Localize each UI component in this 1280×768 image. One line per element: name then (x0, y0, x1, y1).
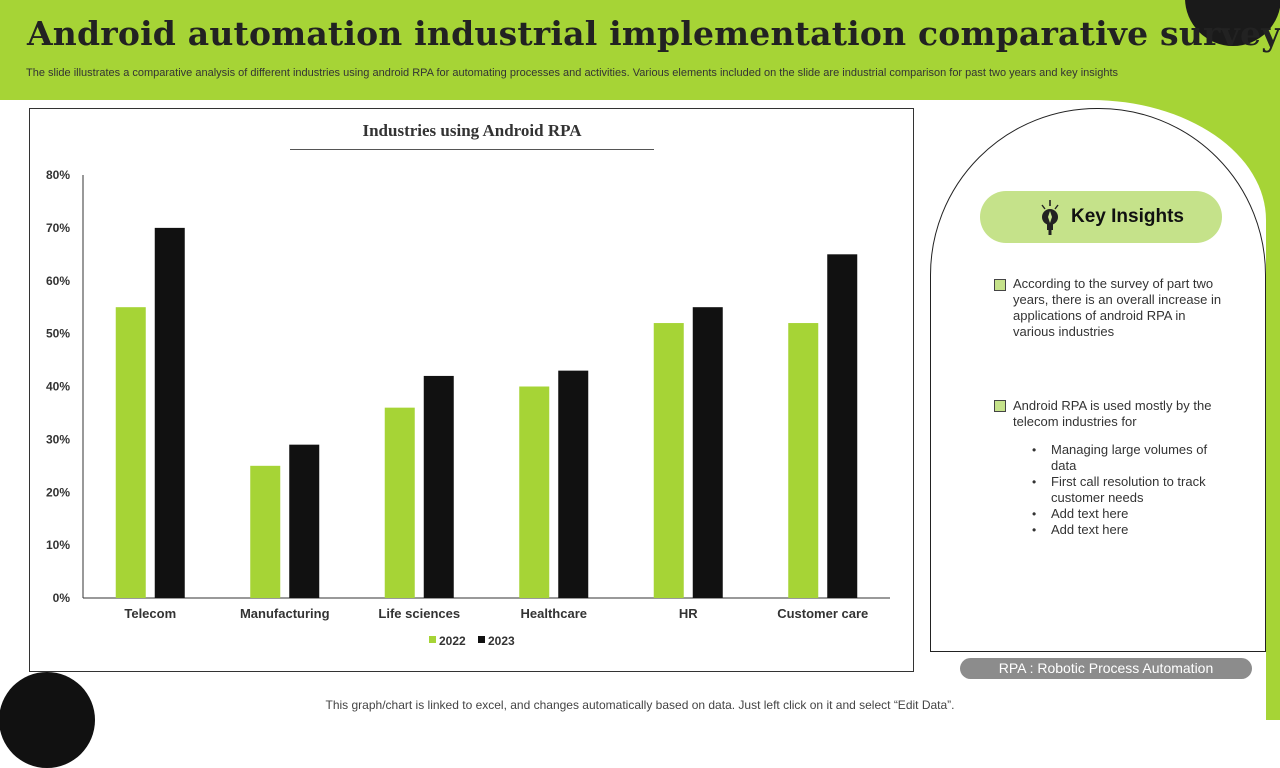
list-item: Add text here (1032, 506, 1222, 522)
x-tick-label: HR (679, 606, 698, 621)
y-tick-label: 60% (46, 274, 70, 288)
bar-2022-customer-care[interactable] (788, 323, 819, 598)
y-tick-label: 40% (46, 380, 70, 394)
insight-point-1: According to the survey of part two year… (1013, 276, 1222, 339)
key-insights-title: Key Insights (1071, 206, 1184, 227)
x-tick-label: Life sciences (378, 606, 460, 621)
page-subtitle: The slide illustrates a comparative anal… (26, 67, 1119, 79)
lightbulb-icon (1041, 200, 1059, 235)
y-tick-label: 80% (46, 168, 70, 182)
bar-2023-life-sciences[interactable] (423, 375, 454, 598)
legend-label-2022: 2022 (439, 634, 466, 648)
y-tick-label: 0% (53, 591, 71, 605)
header-band (0, 0, 1280, 100)
bar-2023-healthcare[interactable] (558, 370, 589, 598)
checkbox-icon (994, 400, 1006, 412)
bar-2022-healthcare[interactable] (519, 386, 550, 599)
bar-2023-manufacturing[interactable] (289, 444, 320, 598)
checkbox-icon (994, 279, 1006, 291)
list-item: Add text here (1032, 522, 1222, 538)
insight-point-2: Android RPA is used mostly by the teleco… (1013, 398, 1212, 429)
chart-title: Industries using Android RPA (362, 121, 582, 140)
list-item: Managing large volumes of data (1032, 442, 1222, 474)
legend-swatch-2023 (478, 636, 485, 643)
footer-note: This graph/chart is linked to excel, and… (325, 698, 955, 712)
chart-title-underline (290, 149, 654, 150)
bar-2023-telecom[interactable] (154, 227, 185, 598)
key-insights-panel (930, 108, 1266, 652)
insight-bullet-list: Managing large volumes of data First cal… (1032, 442, 1222, 538)
bar-2022-telecom[interactable] (115, 307, 146, 598)
x-tick-label: Telecom (124, 606, 176, 621)
legend-swatch-2022 (429, 636, 436, 643)
x-tick-label: Healthcare (521, 606, 587, 621)
bar-2023-hr[interactable] (692, 307, 723, 598)
legend-label-2023: 2023 (488, 634, 515, 648)
y-tick-label: 20% (46, 485, 70, 499)
y-tick-label: 30% (46, 432, 70, 446)
x-tick-label: Manufacturing (240, 606, 330, 621)
list-item: First call resolution to track customer … (1032, 474, 1222, 506)
y-tick-label: 70% (46, 221, 70, 235)
bar-2022-manufacturing[interactable] (250, 465, 281, 598)
bar-2023-customer-care[interactable] (827, 254, 858, 598)
y-tick-label: 50% (46, 327, 70, 341)
key-insights-header (980, 191, 1222, 243)
x-tick-label: Customer care (777, 606, 868, 621)
bar-2022-life-sciences[interactable] (384, 407, 415, 598)
page-title: Android automation industrial implementa… (27, 14, 1280, 53)
bar-2022-hr[interactable] (653, 323, 684, 598)
bar-chart[interactable]: 0% 10% 20% 30% 40% 50% 60% 70% 80% Telecom Manufac… (0, 0, 1280, 720)
rpa-footnote: RPA : Robotic Process Automation (960, 658, 1252, 679)
y-tick-label: 10% (46, 538, 70, 552)
